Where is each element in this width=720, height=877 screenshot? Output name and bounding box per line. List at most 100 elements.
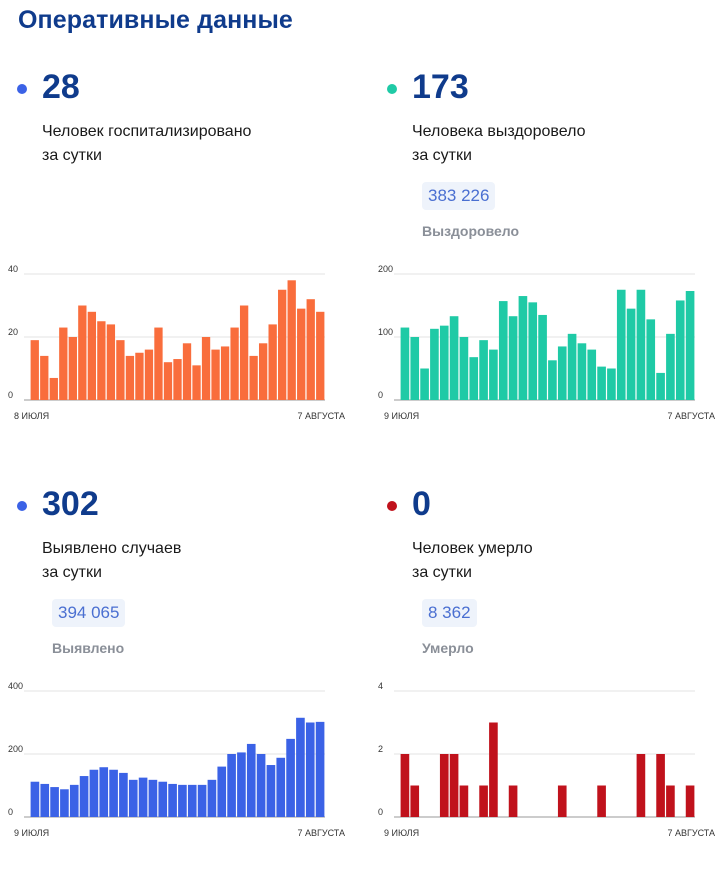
status-dot (387, 84, 397, 94)
description-line-2: за сутки (412, 564, 472, 581)
card-died: 0 Человек умерло за сутки 8 362 Умерло 0… (370, 477, 720, 877)
y-tick-label: 20 (8, 327, 18, 337)
bar (597, 785, 606, 817)
description-line-2: за сутки (42, 564, 102, 581)
bar (128, 779, 138, 817)
y-tick-label: 0 (378, 807, 383, 817)
bar-chart-died: 0 2 4 9 ИЮЛЯ 7 АВГУСТА (370, 677, 720, 847)
bar (636, 754, 646, 817)
bar (138, 777, 148, 817)
bar (178, 784, 187, 817)
bar (106, 324, 116, 400)
bar (30, 340, 39, 400)
x-end-label: 7 АВГУСТА (297, 828, 345, 838)
x-start-label: 9 ИЮЛЯ (14, 828, 49, 838)
bar (315, 721, 325, 817)
total-label: Выздоровело (422, 223, 520, 239)
bar (469, 357, 479, 400)
page-title: Оперативные данные (18, 6, 293, 34)
y-tick-label: 4 (378, 681, 383, 691)
bar (201, 337, 211, 400)
bar (135, 352, 144, 400)
chart-svg: 0 100 200 9 ИЮЛЯ 7 АВГУСТА (378, 264, 715, 421)
bar (518, 296, 528, 400)
bar (459, 785, 469, 817)
bar (286, 738, 295, 817)
bar (439, 754, 449, 817)
x-end-label: 7 АВГУСТА (667, 411, 715, 421)
bar (597, 366, 606, 400)
bar (567, 333, 577, 400)
bar (220, 346, 230, 400)
bar (78, 305, 87, 400)
bar (685, 785, 695, 817)
bar (211, 349, 220, 400)
bar (192, 365, 201, 400)
y-tick-label: 2 (378, 744, 383, 754)
bar (479, 785, 488, 817)
bar (256, 754, 266, 817)
bar (125, 355, 135, 400)
bar (528, 302, 538, 400)
bar (498, 301, 508, 400)
bar (69, 784, 79, 817)
bar (144, 349, 154, 400)
bar (249, 355, 258, 400)
description: Человек умерло за сутки (412, 537, 672, 585)
bar-chart-detected: 0 200 400 9 ИЮЛЯ 7 АВГУСТА (0, 677, 350, 847)
bar (197, 784, 207, 817)
daily-value: 302 (42, 485, 99, 523)
total-badge: 8 362 (422, 599, 477, 627)
description: Человек госпитализировано за сутки (42, 120, 302, 168)
bar (182, 343, 192, 400)
description-line-1: Человека выздоровело (412, 123, 586, 140)
bar (410, 785, 420, 817)
bar (489, 349, 498, 400)
bar (439, 325, 449, 400)
bar (109, 769, 118, 817)
bar (230, 327, 239, 400)
x-start-label: 9 ИЮЛЯ (384, 411, 419, 421)
status-dot (17, 84, 27, 94)
bar (636, 289, 646, 400)
x-start-label: 8 ИЮЛЯ (14, 411, 49, 421)
daily-value: 0 (412, 485, 431, 523)
bar (410, 337, 420, 400)
y-tick-label: 200 (378, 264, 393, 274)
bar (420, 368, 429, 400)
card-detected: 302 Выявлено случаев за сутки 394 065 Вы… (0, 477, 350, 877)
bar (173, 359, 182, 400)
bar (60, 789, 69, 817)
bar (685, 291, 695, 400)
bar (430, 328, 439, 400)
description-line-2: за сутки (412, 147, 472, 164)
bar (158, 781, 168, 817)
card-recovered: 173 Человека выздоровело за сутки 383 22… (370, 60, 720, 460)
bar (187, 784, 197, 817)
bar (119, 772, 128, 817)
bar (268, 324, 277, 400)
total-badge: 394 065 (52, 599, 126, 627)
bar (656, 372, 665, 400)
total-label: Умерло (422, 640, 474, 656)
card-hospitalized: 28 Человек госпитализировано за сутки 0 2… (0, 60, 350, 460)
bar (168, 783, 177, 817)
bar (266, 765, 276, 817)
bar (227, 754, 236, 817)
description-line-1: Человек умерло (412, 540, 533, 557)
total-label: Выявлено (52, 640, 125, 656)
bar (297, 308, 306, 400)
y-tick-label: 0 (378, 390, 383, 400)
bar (656, 754, 665, 817)
bar (30, 781, 40, 817)
bar (217, 766, 227, 817)
y-tick-label: 400 (8, 681, 23, 691)
x-start-label: 9 ИЮЛЯ (384, 828, 419, 838)
chart-svg: 0 200 400 9 ИЮЛЯ 7 АВГУСТА (8, 681, 345, 838)
bar (68, 337, 77, 400)
bar-chart-recovered: 0 100 200 9 ИЮЛЯ 7 АВГУСТА (370, 260, 720, 430)
bar (508, 316, 518, 400)
bar (148, 779, 158, 817)
bar (246, 743, 256, 817)
description: Выявлено случаев за сутки (42, 537, 302, 585)
